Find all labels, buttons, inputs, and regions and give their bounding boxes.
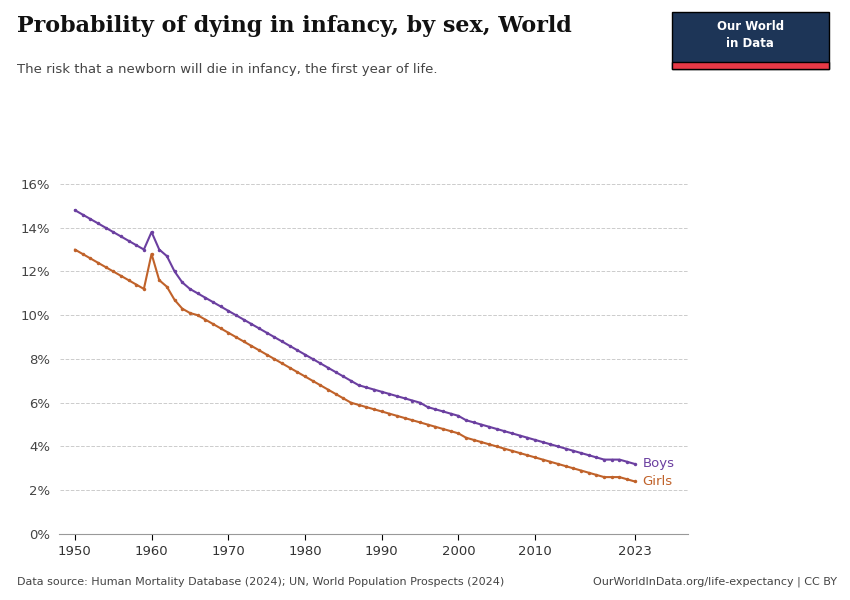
Text: Boys: Boys	[643, 457, 675, 470]
Text: Probability of dying in infancy, by sex, World: Probability of dying in infancy, by sex,…	[17, 15, 572, 37]
Text: Our World: Our World	[717, 20, 784, 33]
Text: Girls: Girls	[643, 475, 672, 488]
Text: OurWorldInData.org/life-expectancy | CC BY: OurWorldInData.org/life-expectancy | CC …	[593, 576, 837, 587]
Text: in Data: in Data	[726, 37, 774, 50]
Text: Data source: Human Mortality Database (2024); UN, World Population Prospects (20: Data source: Human Mortality Database (2…	[17, 577, 504, 587]
Text: The risk that a newborn will die in infancy, the first year of life.: The risk that a newborn will die in infa…	[17, 63, 438, 76]
